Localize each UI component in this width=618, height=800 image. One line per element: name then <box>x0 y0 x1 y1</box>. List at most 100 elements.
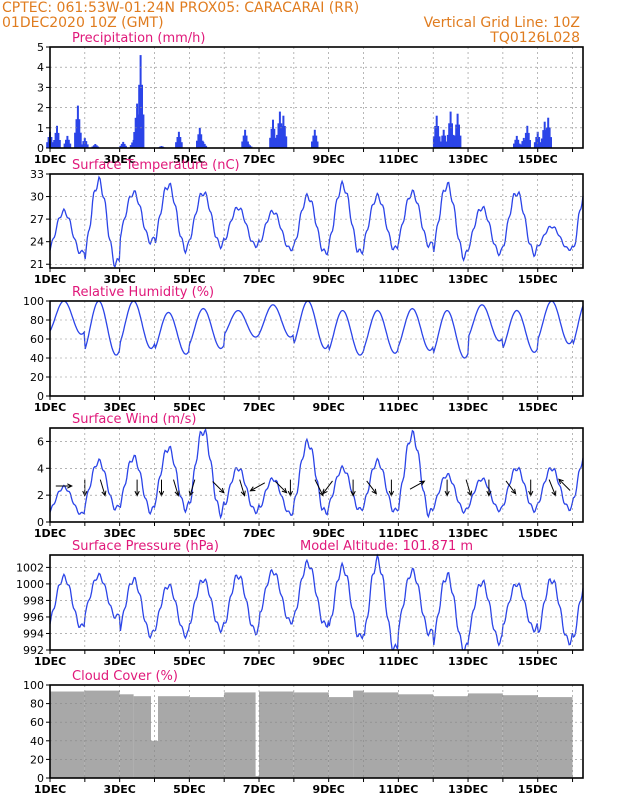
precip-bar-3-4 <box>67 139 70 148</box>
precip-bar-17-4 <box>273 128 276 148</box>
precip-bar-14-4 <box>203 143 206 148</box>
precip-bar-18-2 <box>277 123 280 148</box>
precip-bar-28-3 <box>536 131 539 148</box>
cloud-cover-band-18 <box>502 695 538 778</box>
panel-2-xtick-label-8: 15DEC <box>518 273 558 286</box>
wind-arrow-head-21 <box>486 490 492 497</box>
cloud-cover-band-6 <box>158 696 190 778</box>
panel-2-ytick-label-3: 27 <box>30 213 44 226</box>
panel-3-frame <box>49 300 584 397</box>
header-model-code: TQ0126L028 <box>490 30 580 46</box>
panel-6-frame <box>49 684 584 779</box>
panel-6-xtick-label-3: 5DEC <box>173 783 205 796</box>
precip-bar-5-1 <box>81 144 83 148</box>
panel-1-ytick-label-4: 3 <box>37 81 44 94</box>
panel-5-ytick-label-5: 1000 <box>16 578 44 591</box>
panel-6-xtick-label-7: 13DEC <box>448 783 488 796</box>
wind-arrow-20 <box>465 479 472 496</box>
panel-1-xtick-label-5: 9DEC <box>313 153 345 166</box>
precip-bar-8-1 <box>129 145 132 148</box>
precip-bar-4-2 <box>75 119 78 148</box>
precip-bar-16-2 <box>246 145 249 148</box>
panel-6-xtick-label-1: 1DEC <box>34 783 66 796</box>
panel-3-xtick-label-7: 13DEC <box>448 401 488 414</box>
panel-5-xtick-label-2: 3DEC <box>103 655 135 668</box>
panel-1-xtick-label-8: 15DEC <box>518 153 558 166</box>
precip-bar-4-3 <box>76 105 79 148</box>
panel-4-title: Surface Wind (m/s) <box>72 412 196 427</box>
precip-bar-16-4 <box>249 145 251 148</box>
precip-bar-1-2 <box>47 137 50 148</box>
panel-3-ytick-label-2: 20 <box>30 371 44 384</box>
panel-1-ytick-label-3: 2 <box>37 102 44 115</box>
panel-6-title: Cloud Cover (%) <box>72 669 178 684</box>
wind-arrow-head-11 <box>281 487 288 494</box>
cloud-cover-band-14 <box>363 692 399 778</box>
panel-3-ytick-label-6: 100 <box>23 295 44 308</box>
precip-bar-21-4 <box>437 126 440 148</box>
panel-1-ytick-label-1: 0 <box>37 142 44 155</box>
precip-bar-6-2 <box>92 145 95 148</box>
precip-bar-3-2 <box>65 139 67 148</box>
wind-arrow-7 <box>189 479 196 496</box>
wind-arrow-8 <box>212 481 225 494</box>
precip-bar-7-3 <box>122 141 125 148</box>
panel-6-ytick-label-5: 80 <box>30 698 44 711</box>
panel-6-ytick-label-4: 60 <box>30 716 44 729</box>
wind-arrow-3 <box>99 479 106 496</box>
precip-bar-17-1 <box>269 137 272 148</box>
precip-bar-7-2 <box>120 143 123 148</box>
panel-2-title: Surface Temperature (nC) <box>72 158 240 173</box>
precip-bar-10-3 <box>139 55 142 148</box>
precip-bar-4-5 <box>79 132 82 148</box>
panel-2-xtick-label-1: 1DEC <box>34 273 66 286</box>
panel-5-xtick-label-8: 15DEC <box>518 655 558 668</box>
panel-2-ytick-label-2: 24 <box>30 236 44 249</box>
wind-arrow-head-5 <box>158 490 165 497</box>
precip-bar-15-3 <box>244 129 247 148</box>
precip-bar-30-1 <box>544 137 547 148</box>
panel-5-title: Surface Pressure (hPa) <box>72 539 219 554</box>
precip-bar-24-5 <box>459 135 462 148</box>
precip-bar-22-1 <box>439 141 442 148</box>
panel-6-xtick-label-8: 15DEC <box>518 783 558 796</box>
panel-1-xtick-label-7: 13DEC <box>448 153 488 166</box>
panel-4-xtick-label-3: 5DEC <box>173 527 205 540</box>
panel-3-xtick-label-1: 1DEC <box>34 401 66 414</box>
panel-6-xtick-label-5: 9DEC <box>313 783 345 796</box>
precip-bar-17-3 <box>272 119 274 148</box>
header-datetime: 01DEC2020 10Z (GMT) <box>2 15 164 31</box>
panel-3-ytick-label-1: 0 <box>37 390 44 403</box>
precip-bar-9-1 <box>133 132 136 148</box>
panel-1-frame <box>49 46 584 149</box>
wind-arrow-9 <box>239 479 245 496</box>
precip-bar-25-4 <box>517 139 520 148</box>
wind-arrow-head-7 <box>188 490 194 497</box>
panel-2-xtick-label-4: 7DEC <box>243 273 275 286</box>
wind-arrow-head-23 <box>528 490 534 497</box>
panel-1-ytick-label-6: 5 <box>37 41 44 54</box>
precip-bar-14-2 <box>200 143 203 148</box>
panel-3-xtick-label-6: 11DEC <box>378 401 418 414</box>
precip-bar-12-2 <box>176 137 179 148</box>
precip-bar-10-5 <box>142 114 145 148</box>
precip-bar-30-4 <box>548 127 551 148</box>
precip-bar-29-3 <box>543 121 546 148</box>
wind-arrow-6 <box>173 479 179 496</box>
precip-bar-22-2 <box>441 135 444 148</box>
panel-3-ytick-label-3: 40 <box>30 352 44 365</box>
precip-bar-1-4 <box>50 137 53 148</box>
precip-bar-1-5 <box>51 142 54 148</box>
wind-arrow-13 <box>314 479 324 496</box>
precip-bar-29-2 <box>542 130 545 148</box>
wind-arrow-head-22 <box>510 488 517 495</box>
precip-bar-2-4 <box>57 132 60 148</box>
wind-arrow-head-20 <box>467 490 473 497</box>
panel-4-ytick-label-1: 0 <box>37 516 44 529</box>
wind-arrow-head-1 <box>67 483 73 489</box>
precip-bar-9-2 <box>134 117 137 148</box>
panel-2-series-line <box>49 175 584 268</box>
wind-arrow-16 <box>366 480 377 495</box>
panel-4-xtick-label-7: 13DEC <box>448 527 488 540</box>
precip-bar-7-5 <box>124 145 127 148</box>
